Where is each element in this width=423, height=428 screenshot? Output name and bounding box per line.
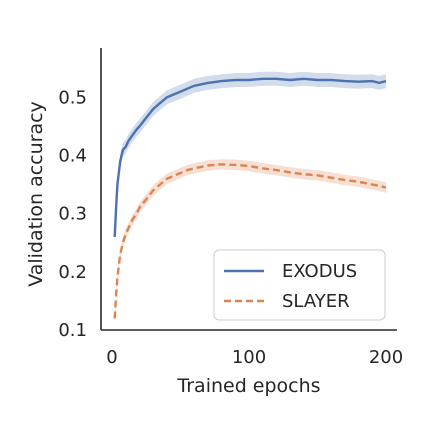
legend-box <box>213 249 386 321</box>
y-tick-label: 0.1 <box>58 320 87 341</box>
y-tick-label: 0.5 <box>58 87 87 108</box>
y-tick-label: 0.3 <box>58 204 87 225</box>
legend-label-slayer: SLAYER <box>282 291 350 312</box>
exodus-confidence-band <box>114 71 386 244</box>
legend: EXODUS SLAYER <box>213 249 386 321</box>
exodus-line <box>113 77 387 238</box>
x-axis-label: Trained epochs <box>176 375 320 397</box>
y-axis-label: Validation accuracy <box>25 101 47 287</box>
legend-label-exodus: EXODUS <box>282 261 357 282</box>
x-tick-label: 100 <box>232 347 266 368</box>
x-tick-label: 200 <box>369 347 403 368</box>
y-tick-label: 0.2 <box>58 262 87 283</box>
axes: 0.1 0.2 0.3 0.4 0.5 0 100 200 Trained epochs Vali… <box>25 48 403 397</box>
plot-area <box>113 71 387 324</box>
slayer-line <box>113 163 387 319</box>
x-tick-label: 0 <box>106 347 117 368</box>
y-tick-label: 0.4 <box>58 146 87 167</box>
